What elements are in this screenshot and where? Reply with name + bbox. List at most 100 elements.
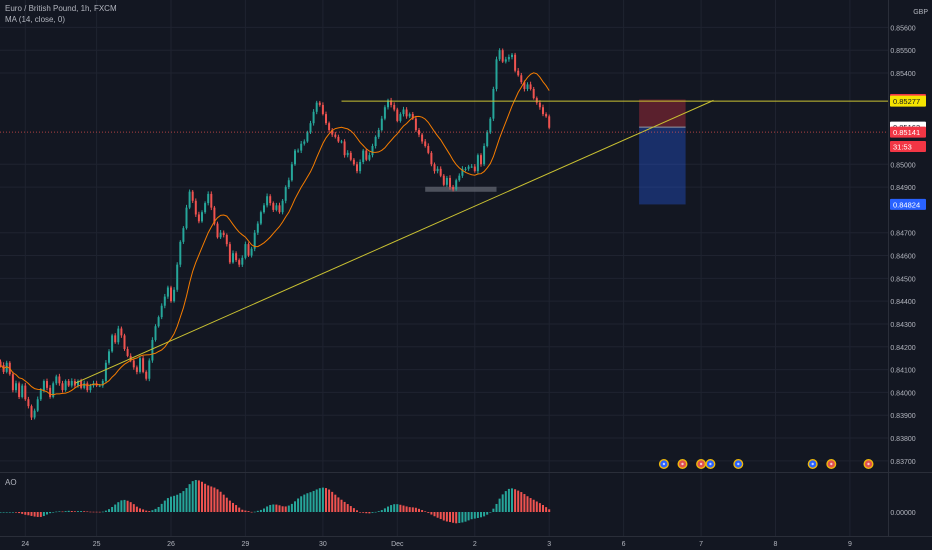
- candle-body: [504, 59, 507, 62]
- ao-bar: [139, 508, 141, 512]
- ao-bar: [548, 509, 551, 512]
- event-dot: [811, 462, 814, 466]
- price-label-bg: [890, 126, 926, 138]
- candle-body: [201, 212, 203, 222]
- ao-bar: [108, 509, 110, 512]
- candle-body: [526, 84, 529, 89]
- ao-bar: [179, 493, 182, 512]
- candle-body: [185, 207, 188, 229]
- ao-bar: [352, 508, 355, 512]
- time-tick: 25: [93, 541, 101, 548]
- ao-bar: [52, 512, 55, 513]
- event-blue-icon[interactable]: [807, 459, 818, 469]
- ao-bar: [340, 499, 343, 512]
- ao-bar: [349, 506, 352, 512]
- event-red-icon[interactable]: [677, 459, 688, 469]
- price-tick: 0.84900: [890, 185, 915, 192]
- event-blue-icon[interactable]: [733, 459, 744, 469]
- price-label-text: 31:53: [893, 142, 912, 151]
- candle-body: [98, 385, 101, 387]
- price-label-text: 0.85141: [893, 128, 920, 137]
- candle-body: [101, 381, 104, 386]
- candle-body: [414, 118, 417, 131]
- ao-bar: [542, 504, 544, 512]
- price-tick: 0.84700: [890, 231, 915, 238]
- ao-bar: [247, 511, 250, 512]
- ao-bar: [529, 498, 532, 512]
- candle-body: [235, 253, 238, 261]
- ao-bar: [480, 512, 482, 518]
- ao-bar: [458, 512, 461, 524]
- event-blue-icon[interactable]: [705, 459, 716, 469]
- candle-body: [266, 196, 269, 206]
- candle-body: [498, 50, 501, 60]
- ao-bar: [371, 512, 374, 513]
- candle-body: [495, 59, 498, 89]
- ao-bar: [523, 494, 526, 512]
- ao-bar: [290, 503, 293, 512]
- ao-bar: [30, 512, 33, 516]
- ao-legend[interactable]: AO: [5, 478, 17, 487]
- candle-body: [278, 205, 281, 213]
- ao-bar: [411, 507, 414, 512]
- ao-bar: [256, 510, 259, 512]
- ao-bar: [281, 506, 284, 512]
- candle-body: [148, 360, 151, 379]
- event-red-icon[interactable]: [863, 459, 874, 469]
- candle-body: [117, 328, 120, 343]
- ao-bar: [535, 501, 538, 512]
- candle-body: [139, 358, 141, 372]
- event-markers[interactable]: [658, 459, 874, 469]
- ao-bar: [15, 512, 17, 513]
- ao-bar: [0, 512, 2, 513]
- candle-body: [55, 376, 58, 384]
- ao-bar: [430, 512, 433, 515]
- price-tick: 0.84200: [890, 345, 915, 352]
- ao-bar: [157, 506, 160, 512]
- ao-bar: [294, 501, 296, 512]
- currency-label: GBP: [913, 9, 928, 16]
- candle-body: [194, 200, 197, 215]
- candle-body: [461, 168, 464, 176]
- candle-body: [520, 75, 523, 83]
- candle-body: [340, 141, 343, 143]
- ao-bar: [46, 512, 48, 515]
- drawings[interactable]: [425, 99, 686, 205]
- ao-bar: [433, 512, 436, 517]
- event-red-icon[interactable]: [696, 459, 707, 469]
- candle-body: [250, 248, 253, 256]
- candle-body: [352, 159, 355, 165]
- event-blue-icon[interactable]: [658, 459, 669, 469]
- candle-body: [269, 196, 272, 204]
- ao-bar: [191, 481, 194, 512]
- ao-bar: [135, 506, 138, 512]
- ao-bar: [89, 511, 92, 513]
- ao-bar: [303, 494, 306, 512]
- time-tick: Dec: [391, 541, 404, 548]
- candle-body: [545, 114, 548, 117]
- ao-bar: [275, 504, 278, 512]
- symbol-title[interactable]: Euro / British Pound, 1h, FXCM: [5, 4, 117, 13]
- candle-body: [0, 361, 2, 366]
- price-tick: 0.84000: [890, 390, 915, 397]
- candle-body: [427, 146, 430, 153]
- candle-body: [411, 114, 414, 119]
- ao-bar: [253, 511, 256, 513]
- price-tick: 0.85400: [890, 71, 915, 78]
- ma-legend[interactable]: MA (14, close, 0): [5, 15, 66, 24]
- ao-bar: [511, 488, 513, 512]
- candle-body: [445, 177, 448, 185]
- drawings-overlay[interactable]: [0, 99, 888, 384]
- time-tick: 26: [167, 541, 175, 548]
- candle-body: [501, 50, 504, 62]
- event-red-icon[interactable]: [826, 459, 837, 469]
- candle-body: [346, 152, 349, 156]
- ao-bar: [8, 512, 11, 513]
- candle-body: [24, 385, 27, 400]
- candle-body: [374, 136, 377, 147]
- ao-bar: [5, 512, 8, 513]
- candle-body: [433, 164, 436, 172]
- candle-body: [191, 191, 194, 201]
